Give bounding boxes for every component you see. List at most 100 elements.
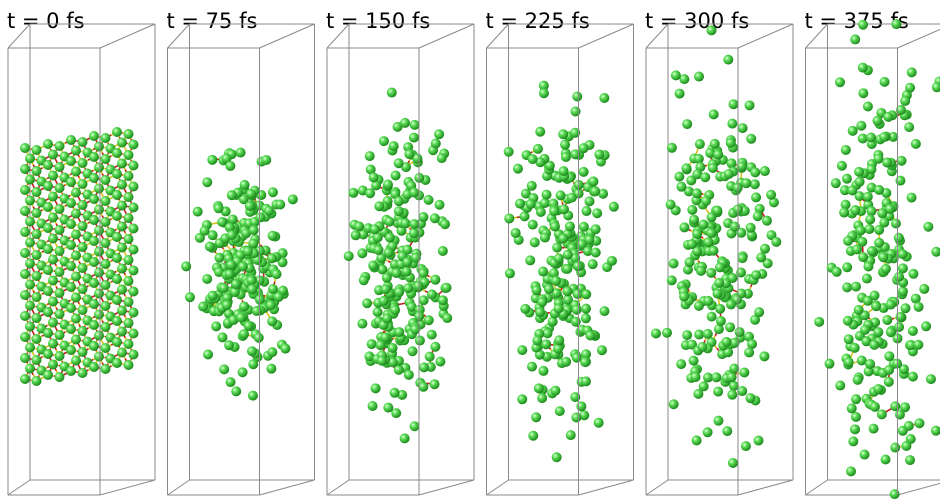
atom — [895, 176, 905, 186]
atom — [89, 131, 99, 141]
atom — [844, 334, 854, 344]
atom — [101, 133, 111, 143]
atom — [693, 389, 703, 399]
atom — [78, 200, 88, 210]
atom — [381, 284, 391, 294]
atom — [858, 63, 868, 73]
atom — [43, 307, 53, 317]
atom — [48, 276, 58, 286]
atom — [268, 231, 278, 241]
atom — [904, 421, 914, 431]
atom — [117, 348, 127, 358]
atom — [371, 383, 381, 393]
atom — [268, 187, 278, 197]
box-edge — [487, 480, 509, 495]
atom — [831, 178, 841, 188]
atom — [926, 374, 936, 384]
atom — [710, 139, 720, 149]
atom — [55, 309, 65, 319]
atom — [124, 171, 134, 181]
atom — [707, 312, 717, 322]
atom — [723, 55, 733, 65]
atom — [434, 200, 444, 210]
atom — [427, 289, 437, 299]
atom — [442, 313, 452, 323]
atom — [567, 193, 577, 203]
atom — [66, 177, 76, 187]
atom — [879, 132, 889, 142]
snapshot-panel: t = 375 fs — [805, 0, 940, 502]
atom — [538, 366, 548, 376]
atom — [895, 312, 905, 322]
atom — [217, 332, 227, 342]
atom — [394, 327, 404, 337]
atom — [847, 185, 857, 195]
atom — [66, 366, 76, 376]
atom — [344, 251, 354, 261]
atom — [582, 206, 592, 216]
atom — [571, 106, 581, 116]
atom — [357, 319, 367, 329]
atom — [55, 183, 65, 193]
atom — [666, 200, 676, 210]
atom — [32, 187, 42, 197]
atom — [687, 239, 697, 249]
atom — [532, 336, 542, 346]
atom — [112, 274, 122, 284]
atom — [89, 278, 99, 288]
atom — [112, 358, 122, 368]
atom — [402, 257, 412, 267]
atom — [766, 190, 776, 200]
atom — [527, 181, 537, 191]
atom — [756, 252, 766, 262]
atom — [517, 345, 527, 355]
atom — [437, 153, 447, 163]
atom — [691, 372, 701, 382]
atom — [751, 192, 761, 202]
atom — [571, 412, 581, 422]
atom — [32, 376, 42, 386]
atom — [535, 127, 545, 137]
atom — [43, 160, 53, 170]
atom — [410, 421, 420, 431]
atom — [558, 233, 568, 243]
atom — [870, 402, 880, 412]
atom — [597, 345, 607, 355]
atom — [715, 262, 725, 272]
atom — [591, 247, 601, 257]
box-edge — [738, 480, 793, 495]
atom — [129, 266, 139, 276]
atom — [667, 275, 677, 285]
atom — [869, 340, 879, 350]
atom — [370, 224, 380, 234]
atom — [435, 357, 445, 367]
atom — [591, 224, 601, 234]
atom — [895, 410, 905, 420]
atom — [520, 211, 530, 221]
atom — [513, 164, 523, 174]
atom — [231, 279, 241, 289]
atom — [863, 192, 873, 202]
atom — [288, 194, 298, 204]
atom — [908, 372, 918, 382]
atom — [357, 248, 367, 258]
snapshot-panel: t = 0 fs — [7, 9, 155, 495]
atom — [394, 206, 404, 216]
atom — [129, 224, 139, 234]
atom — [682, 163, 692, 173]
atom — [520, 304, 530, 314]
atom — [20, 353, 30, 363]
atom — [857, 237, 867, 247]
atom — [66, 261, 76, 271]
atom — [89, 257, 99, 267]
atom — [43, 244, 53, 254]
atom — [124, 297, 134, 307]
atom — [368, 401, 378, 411]
atom — [571, 317, 581, 327]
atom — [858, 252, 868, 262]
atom — [682, 330, 692, 340]
atom — [71, 314, 81, 324]
box-edge — [100, 24, 155, 48]
atom — [112, 232, 122, 242]
atom — [745, 100, 755, 110]
